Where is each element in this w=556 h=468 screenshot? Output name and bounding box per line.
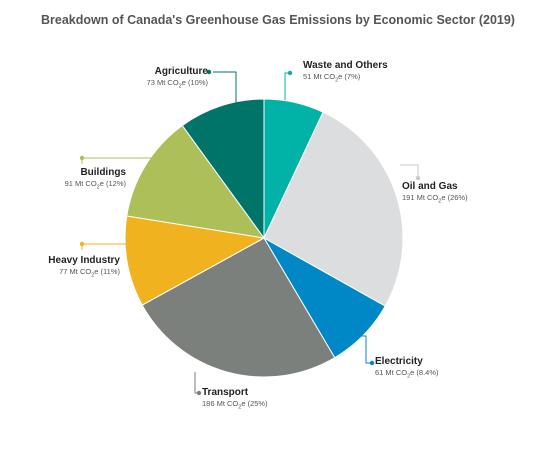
pie-slice-heavy-industry [124,215,266,306]
slice-label-transport: Transport 186 Mt CO2e (25%) [202,387,268,411]
pie-slice-oil-and-gas [263,111,404,307]
pie-slice-agriculture [181,98,265,240]
slice-label-buildings: Buildings 91 Mt CO2e (12%) [65,167,126,191]
slice-value: 77 Mt CO2e (11%) [59,267,120,279]
slice-name: Oil and Gas [402,181,458,192]
slice-value: 51 Mt CO2e (7%) [303,72,361,84]
slice-name: Heavy Industry [48,255,120,266]
pie-slice-buildings [126,124,266,239]
slice-value: 91 Mt CO2e (12%) [64,179,126,191]
leader-dot-heavy-industry [79,241,85,247]
slice-value: 191 Mt CO2e (26%) [402,193,468,205]
chart-title: Breakdown of Canada's Greenhouse Gas Emi… [41,13,515,27]
pie-slice-transport [141,237,336,378]
slice-name: Electricity [375,356,423,367]
leader-dot-buildings [79,155,85,161]
slice-value: 61 Mt CO2e (8.4%) [375,368,439,380]
slice-name: Buildings [80,167,126,178]
slice-name: Agriculture [154,66,208,77]
leader-dot-transport [196,390,202,396]
leader-line-transport [194,372,199,394]
slice-label-agriculture: Agriculture 73 Mt CO2e (10%) [147,66,208,90]
leader-line-heavy-industry [81,243,128,250]
slice-value: 73 Mt CO2e (10%) [146,78,208,90]
slice-name: Transport [202,387,249,398]
slice-label-waste-and-others: Waste and Others 51 Mt CO2e (7%) [303,60,388,84]
leader-dot-agriculture [206,69,212,75]
slice-label-electricity: Electricity 61 Mt CO2e (8.4%) [375,356,439,380]
leader-line-electricity [355,335,372,364]
slice-label-oil-and-gas: Oil and Gas 191 Mt CO2e (26%) [402,181,468,205]
slice-value: 186 Mt CO2e (25%) [202,399,268,411]
leader-dot-waste-and-others [287,70,293,76]
slice-label-heavy-industry: Heavy Industry 77 Mt CO2e (11%) [48,255,120,279]
leader-line-waste-and-others [284,72,290,100]
leader-dot-electricity [369,360,375,366]
slice-name: Waste and Others [303,60,388,71]
leader-line-agriculture [213,71,237,118]
leader-dot-oil-and-gas [415,175,421,181]
leader-line-oil-and-gas [400,164,419,178]
